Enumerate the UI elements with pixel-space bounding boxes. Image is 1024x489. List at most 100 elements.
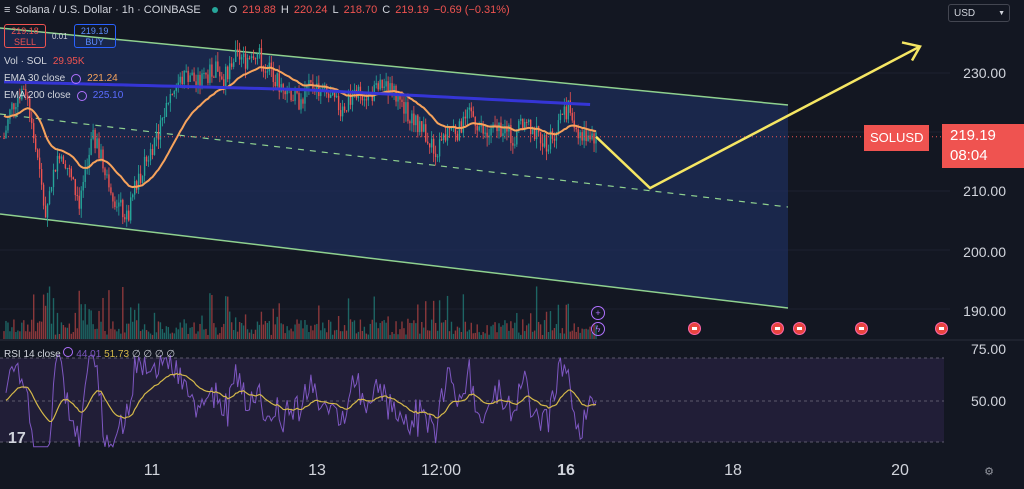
- volume-bar: [280, 323, 282, 339]
- settings-icon[interactable]: [76, 90, 87, 101]
- volume-bar: [549, 311, 552, 339]
- volume-bar: [555, 324, 558, 339]
- volume-bar: [361, 331, 364, 339]
- high-label: H: [280, 4, 289, 16]
- candle-body: [502, 133, 504, 137]
- candle-body: [42, 184, 45, 206]
- rsi-legend[interactable]: RSI 14 close 44.01 51.73 ∅ ∅ ∅ ∅: [4, 347, 175, 360]
- candle-body: [294, 89, 296, 101]
- candle-body: [331, 92, 334, 95]
- volume-bar: [33, 294, 35, 339]
- settings-icon[interactable]: [71, 73, 82, 84]
- candle-body: [60, 156, 63, 159]
- volume-bar: [137, 303, 140, 339]
- volume-bar: [29, 331, 31, 339]
- candle-body: [500, 122, 502, 137]
- candle-body: [454, 126, 457, 134]
- volume-bar: [11, 327, 13, 339]
- event-flag-icon[interactable]: [793, 322, 806, 335]
- volume-bar: [484, 333, 486, 339]
- candle-body: [387, 81, 389, 95]
- bolt-icon[interactable]: ϟ: [591, 322, 605, 336]
- settings-gear-icon[interactable]: ⚙: [984, 466, 994, 478]
- candle-body: [201, 73, 203, 86]
- candle-body: [177, 82, 179, 87]
- volume-bar: [496, 332, 498, 339]
- candle-body: [278, 73, 280, 92]
- currency-select[interactable]: USD ▼: [948, 4, 1010, 22]
- volume-bar: [193, 322, 195, 339]
- event-flag-icon[interactable]: [935, 322, 948, 335]
- volume-bar: [153, 312, 156, 339]
- volume-bar: [157, 321, 160, 339]
- volume-bar: [500, 326, 502, 339]
- menu-icon[interactable]: ≡: [4, 4, 11, 16]
- volume-bar: [3, 331, 5, 339]
- candle-body: [490, 128, 492, 136]
- volume-bar: [375, 322, 377, 339]
- volume-bar: [369, 323, 371, 339]
- candle-body: [258, 47, 261, 55]
- candle-body: [531, 128, 534, 135]
- add-icon[interactable]: +: [591, 306, 605, 320]
- candle-body: [36, 149, 39, 158]
- volume-bar: [591, 332, 593, 339]
- volume-bar: [409, 322, 411, 339]
- event-flag-icon[interactable]: [688, 322, 701, 335]
- candle-body: [149, 148, 152, 161]
- volume-bar: [547, 331, 550, 339]
- volume-legend[interactable]: Vol · SOL 29.95K: [4, 56, 85, 67]
- event-flag-icon[interactable]: [855, 322, 868, 335]
- candle-body: [468, 107, 470, 110]
- volume-bar: [199, 323, 201, 339]
- volume-bar: [60, 322, 63, 339]
- candle-body: [102, 149, 104, 169]
- volume-bar: [183, 319, 185, 339]
- candle-body: [58, 155, 61, 159]
- event-flag-icon[interactable]: [771, 322, 784, 335]
- candle-body: [304, 88, 306, 104]
- volume-bar: [379, 322, 381, 339]
- volume-bar: [284, 333, 286, 339]
- time-tick: 16: [557, 462, 575, 479]
- volume-bar: [108, 290, 110, 339]
- ema200-legend[interactable]: EMA 200 close 225.10: [4, 90, 123, 101]
- candle-body: [272, 67, 274, 83]
- candle-body: [349, 93, 352, 105]
- candle-body: [66, 167, 69, 169]
- buy-button[interactable]: 219.19 BUY: [73, 24, 116, 48]
- candle-body: [472, 111, 474, 117]
- volume-bar: [9, 331, 11, 339]
- candle-body: [256, 54, 259, 59]
- ema30-legend[interactable]: EMA 30 close 221.24: [4, 73, 118, 84]
- candle-body: [533, 128, 536, 140]
- candle-body: [541, 143, 544, 147]
- candle-body: [577, 129, 579, 139]
- tradingview-logo-icon[interactable]: 17: [8, 430, 26, 447]
- candle-body: [130, 197, 132, 221]
- volume-bar: [383, 320, 385, 339]
- candle-body: [229, 63, 231, 80]
- candle-body: [393, 85, 395, 92]
- candle-body: [444, 134, 447, 141]
- sell-button[interactable]: 219.18 SELL: [4, 24, 46, 48]
- volume-bar: [438, 300, 441, 339]
- volume-bar: [207, 334, 209, 339]
- settings-icon[interactable]: [63, 347, 74, 357]
- candle-body: [106, 174, 108, 176]
- candle-body: [96, 138, 98, 149]
- volume-bar: [444, 320, 447, 339]
- volume-bar: [88, 309, 90, 339]
- candle-body: [347, 93, 350, 111]
- candle-body: [40, 169, 43, 185]
- candle-body: [298, 92, 300, 110]
- symbol-title[interactable]: Solana / U.S. Dollar · 1h · COINBASE: [15, 4, 201, 16]
- candle-body: [246, 57, 249, 69]
- volume-bar: [161, 329, 164, 339]
- time-tick: 13: [308, 462, 326, 479]
- volume-bar: [106, 334, 108, 339]
- volume-bar: [118, 328, 120, 339]
- volume-bar: [504, 320, 506, 339]
- volume-bar: [506, 323, 508, 339]
